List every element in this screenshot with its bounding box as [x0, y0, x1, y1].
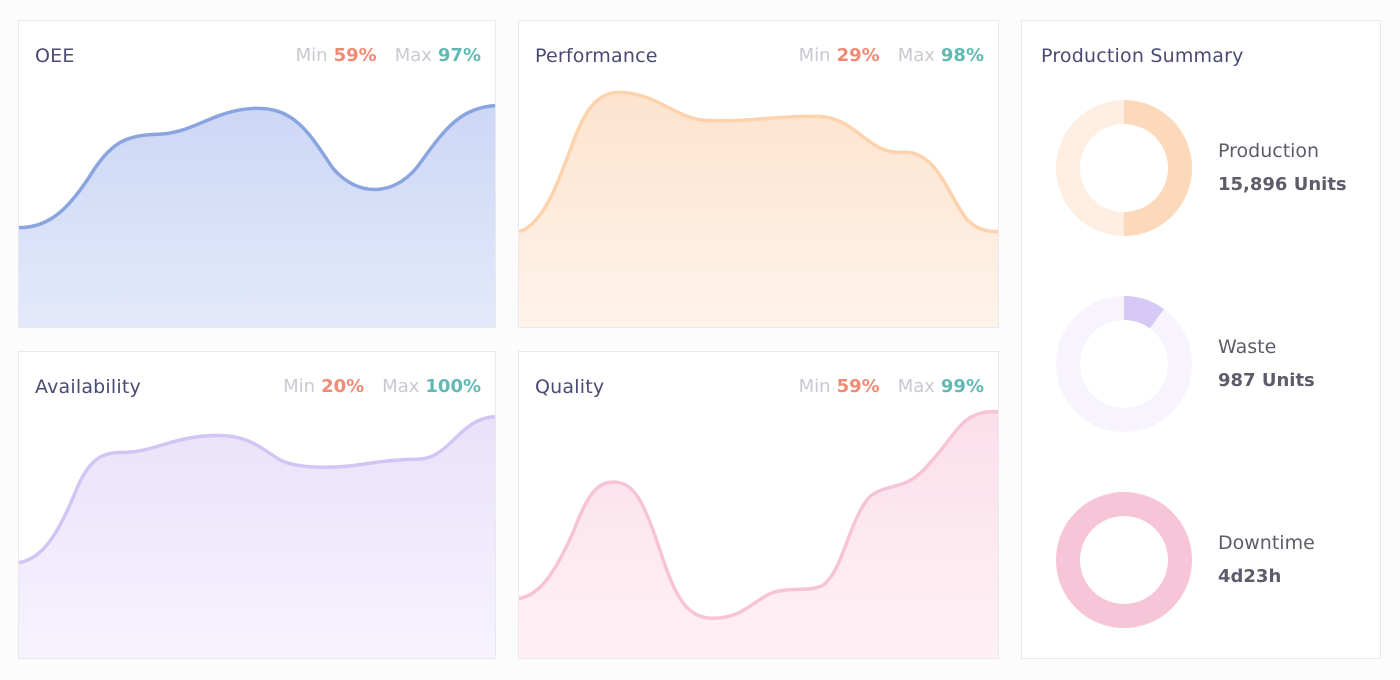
oee-area-chart — [19, 103, 495, 327]
waste-donut — [1056, 296, 1192, 432]
downtime-label: Downtime — [1218, 532, 1315, 554]
production-summary-card: Production Summary Production 15,896 Uni… — [1021, 20, 1381, 659]
availability-min-label: Min — [283, 376, 316, 397]
quality-card: Quality Min 59% Max 99% — [518, 351, 999, 659]
oee-max-value: 97% — [437, 45, 481, 66]
quality-line — [519, 409, 998, 620]
downtime-donut-arc — [1056, 492, 1192, 628]
performance-max-value: 98% — [940, 45, 984, 66]
waste-label: Waste — [1218, 336, 1277, 358]
quality-title: Quality — [535, 376, 605, 398]
quality-min-label: Min — [798, 376, 831, 397]
availability-title: Availability — [35, 376, 141, 398]
waste-donut-track — [1056, 296, 1192, 432]
oee-minmax: Min 59% Max 97% — [278, 45, 481, 66]
availability-max-value: 100% — [425, 376, 481, 397]
performance-area — [519, 92, 998, 327]
performance-line — [519, 90, 998, 234]
production-value: 15,896 Units — [1218, 174, 1347, 195]
downtime-item: Downtime 4d23h — [1022, 490, 1380, 640]
oee-min-value: 59% — [333, 45, 377, 66]
availability-line — [19, 414, 495, 565]
oee-line — [19, 103, 495, 230]
availability-area — [19, 416, 495, 658]
waste-item: Waste 987 Units — [1022, 294, 1380, 444]
waste-donut-arc — [1056, 296, 1192, 432]
performance-area-chart — [519, 90, 998, 327]
quality-min-value: 59% — [836, 376, 880, 397]
performance-min-label: Min — [798, 45, 831, 66]
quality-area-chart — [519, 409, 998, 658]
performance-title: Performance — [535, 45, 658, 67]
quality-area — [519, 411, 998, 658]
oee-area — [19, 105, 495, 327]
performance-card: Performance Min 29% Max 98% — [518, 20, 999, 328]
availability-minmax: Min 20% Max 100% — [265, 376, 481, 397]
quality-max-label: Max — [897, 376, 935, 397]
production-summary-title: Production Summary — [1041, 45, 1244, 67]
availability-area-chart — [19, 414, 495, 658]
quality-minmax: Min 59% Max 99% — [781, 376, 984, 397]
oee-card: OEE Min 59% Max 97% — [18, 20, 496, 328]
availability-card: Availability Min 20% Max 100% — [18, 351, 496, 659]
availability-max-label: Max — [382, 376, 420, 397]
availability-min-value: 20% — [321, 376, 365, 397]
production-donut — [1056, 100, 1192, 236]
production-donut-arc — [1056, 100, 1192, 236]
performance-max-label: Max — [897, 45, 935, 66]
oee-min-label: Min — [295, 45, 328, 66]
production-item: Production 15,896 Units — [1022, 98, 1380, 248]
downtime-donut — [1056, 492, 1192, 628]
performance-min-value: 29% — [836, 45, 880, 66]
production-label: Production — [1218, 140, 1320, 162]
oee-title: OEE — [35, 45, 75, 67]
oee-max-label: Max — [394, 45, 432, 66]
downtime-value: 4d23h — [1218, 566, 1282, 587]
performance-minmax: Min 29% Max 98% — [781, 45, 984, 66]
waste-value: 987 Units — [1218, 370, 1315, 391]
quality-max-value: 99% — [940, 376, 984, 397]
